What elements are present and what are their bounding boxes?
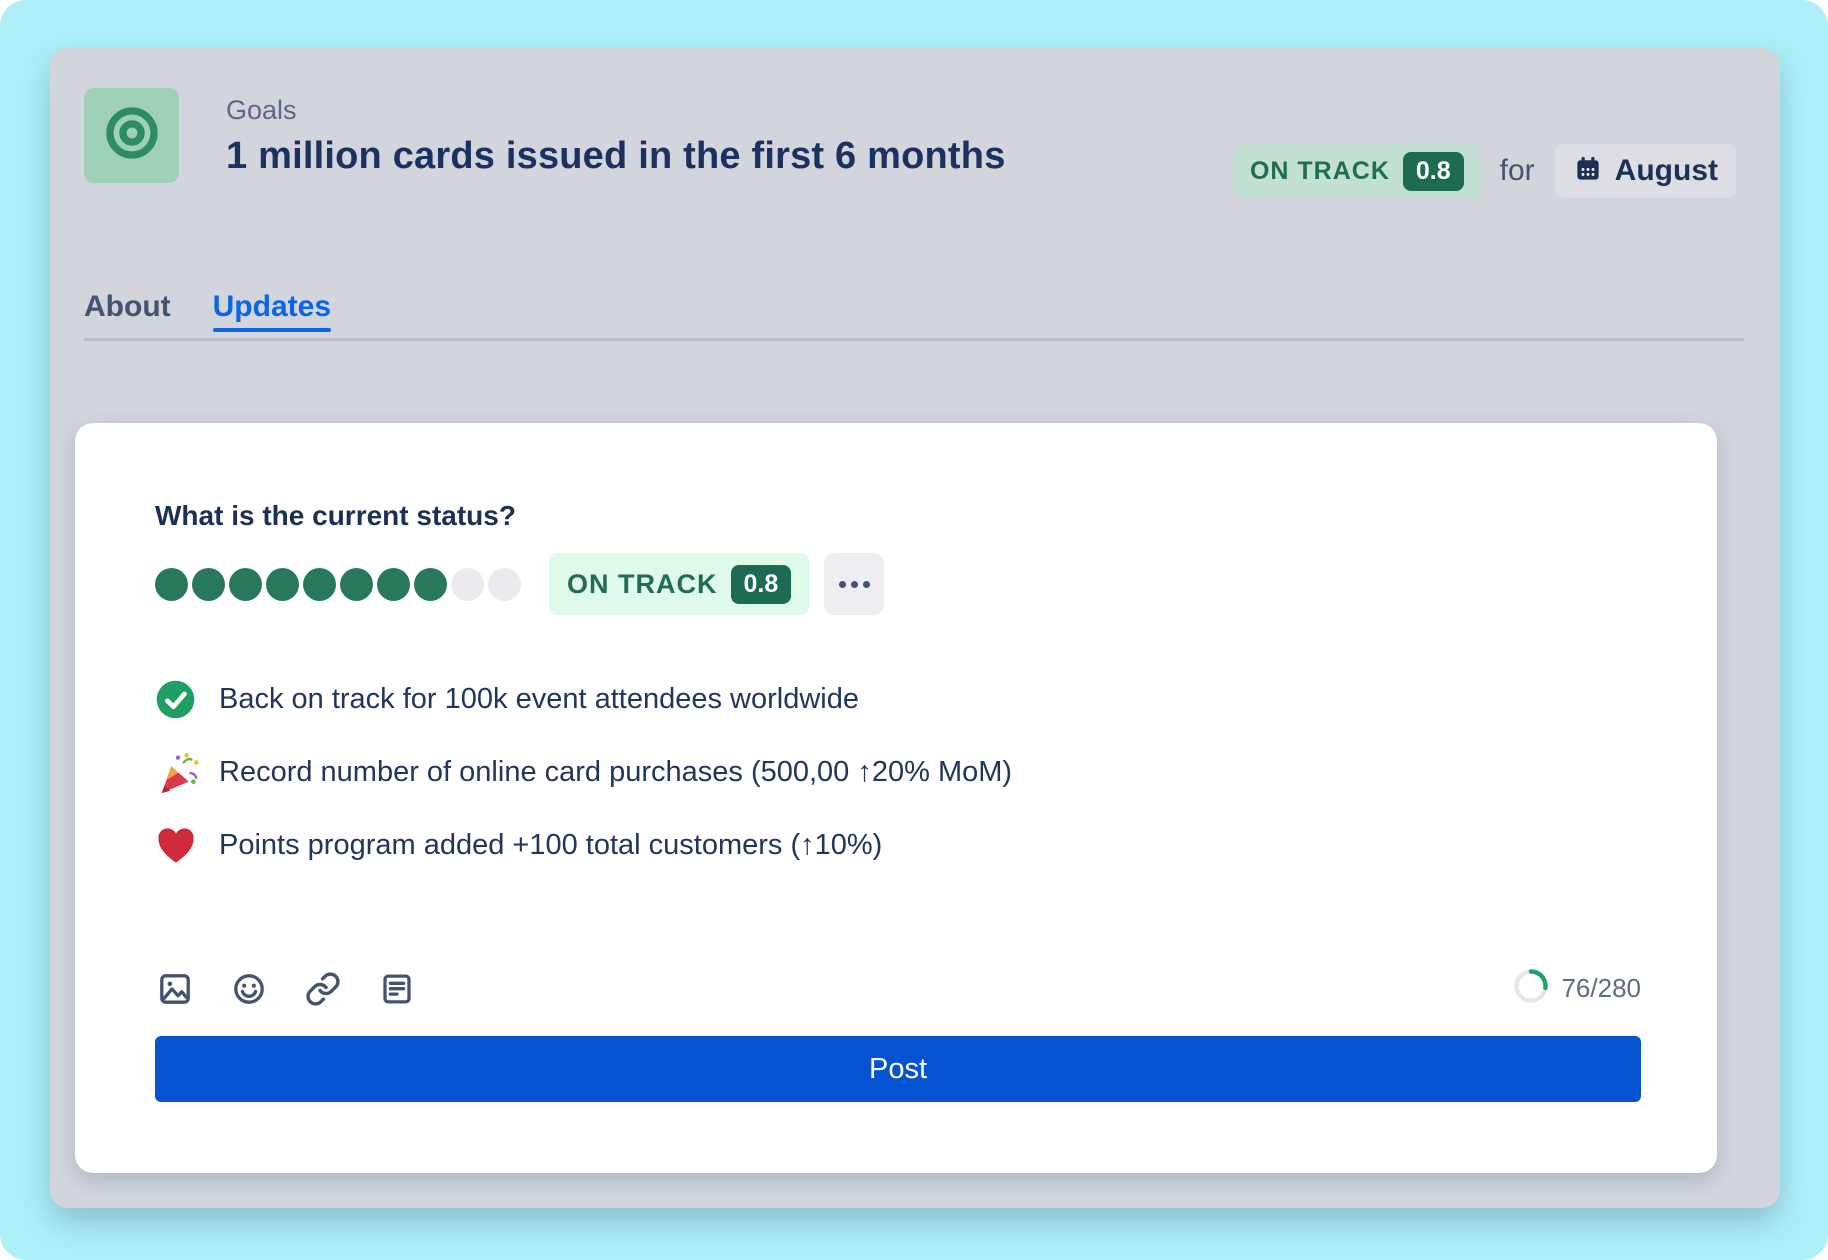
header-right: ON TRACK 0.8 for August (1233, 144, 1736, 198)
score-dots-slider[interactable] (155, 567, 521, 601)
list-item: Points program added +100 total customer… (155, 809, 1012, 882)
list-item: Record number of online card purchases (… (155, 736, 1012, 809)
party-popper-icon (155, 750, 203, 796)
score-dot[interactable] (229, 567, 262, 601)
status-score: 0.8 (730, 564, 792, 604)
score-dot[interactable] (303, 567, 336, 601)
status-badge-label: ON TRACK (1249, 156, 1390, 185)
score-dot[interactable] (340, 567, 373, 601)
status-badge-selected[interactable]: ON TRACK 0.8 (549, 553, 810, 615)
ellipsis-icon (838, 580, 846, 588)
page-title: 1 million cards issued in the first 6 mo… (226, 135, 1006, 177)
more-options-button[interactable] (824, 553, 885, 615)
period-selector-button[interactable]: August (1554, 144, 1736, 198)
composer-toolbar: 76/280 (157, 968, 1641, 1009)
tabs-divider (84, 338, 1744, 341)
emoji-icon[interactable] (231, 971, 267, 1007)
status-row: ON TRACK 0.8 (155, 553, 885, 615)
score-dot[interactable] (414, 567, 447, 601)
breadcrumb: Goals (226, 95, 297, 125)
status-score: 0.8 (1402, 151, 1464, 191)
note-icon[interactable] (379, 971, 415, 1007)
char-progress-ring (1513, 968, 1549, 1009)
post-button[interactable]: Post (155, 1036, 1641, 1102)
check-circle-icon (155, 679, 203, 720)
score-dot[interactable] (192, 567, 225, 601)
score-dot[interactable] (377, 567, 410, 601)
period-label: August (1614, 154, 1718, 187)
score-dot[interactable] (155, 567, 188, 601)
status-question: What is the current status? (155, 500, 516, 531)
update-composer-card: What is the current status? ON TRACK 0.8 (75, 423, 1717, 1173)
heart-icon (155, 825, 203, 867)
update-text-area[interactable]: Back on track for 100k event attendees w… (155, 663, 1012, 882)
goal-panel: Goals 1 million cards issued in the firs… (50, 48, 1780, 1208)
score-dot[interactable] (266, 567, 299, 601)
score-dot[interactable] (488, 567, 521, 601)
update-line: Back on track for 100k event attendees w… (219, 683, 859, 715)
header-text: Goals 1 million cards issued in the firs… (226, 95, 1006, 178)
tab-updates-label: Updates (212, 290, 331, 323)
tab-updates[interactable]: Updates (212, 290, 331, 346)
score-dot[interactable] (451, 567, 484, 601)
goal-icon-tile (84, 88, 179, 183)
char-counter: 76/280 (1513, 968, 1641, 1009)
tab-about[interactable]: About (84, 290, 171, 323)
status-badge: ON TRACK 0.8 (1233, 144, 1480, 198)
target-icon (100, 101, 164, 170)
status-badge-label: ON TRACK (567, 568, 718, 599)
active-tab-underline (212, 328, 331, 332)
image-icon[interactable] (157, 971, 193, 1007)
tab-bar: About Updates (84, 290, 331, 346)
link-icon[interactable] (305, 971, 341, 1007)
for-label: for (1499, 154, 1535, 187)
update-line: Record number of online card purchases (… (219, 756, 1013, 788)
char-counter-text: 76/280 (1561, 973, 1641, 1003)
update-line: Points program added +100 total customer… (219, 829, 883, 861)
list-item: Back on track for 100k event attendees w… (155, 663, 1012, 736)
calendar-icon (1573, 154, 1603, 189)
